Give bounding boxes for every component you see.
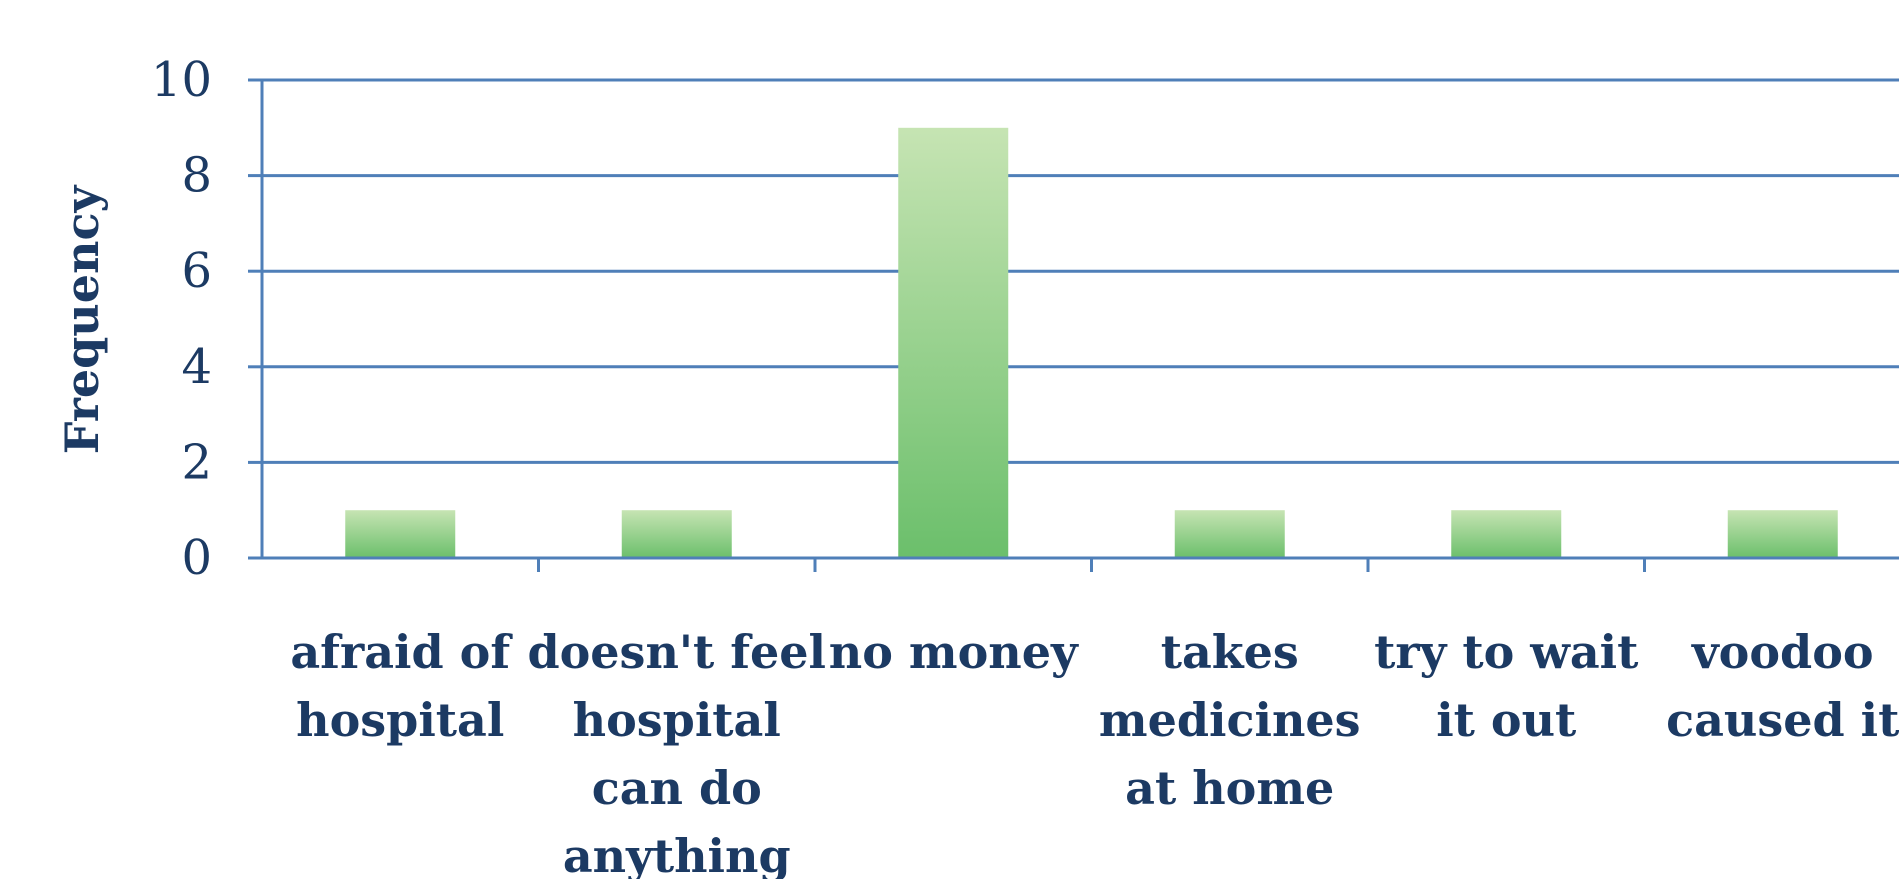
bar-0 [345, 510, 456, 558]
axes [248, 78, 1899, 572]
category-label-2: no money [829, 625, 1079, 679]
category-label-0: afraid of hospital [290, 625, 513, 747]
category-label-5: voodoo caused it [1666, 625, 1899, 747]
category-label-4: try to wait it out [1374, 625, 1639, 747]
gridlines [262, 78, 1899, 464]
y-tick-label-2: 2 [181, 434, 212, 490]
y-tick-label-0: 0 [181, 530, 212, 586]
category-label-1: doesn't feel hospital can do anything [527, 625, 826, 879]
y-tick-label-8: 8 [181, 148, 212, 204]
bars [345, 127, 1838, 559]
y-tick-label-6: 6 [181, 243, 212, 299]
y-axis-title: Frequency [55, 185, 109, 455]
bar-1 [621, 510, 732, 558]
y-tick-label-4: 4 [181, 339, 212, 395]
bar-4 [1451, 510, 1562, 558]
bar-5 [1727, 510, 1838, 558]
bar-3 [1174, 510, 1285, 558]
bar-2 [898, 127, 1009, 559]
category-label-3: takes medicines at home [1099, 625, 1361, 815]
y-tick-label-10: 10 [151, 52, 212, 108]
